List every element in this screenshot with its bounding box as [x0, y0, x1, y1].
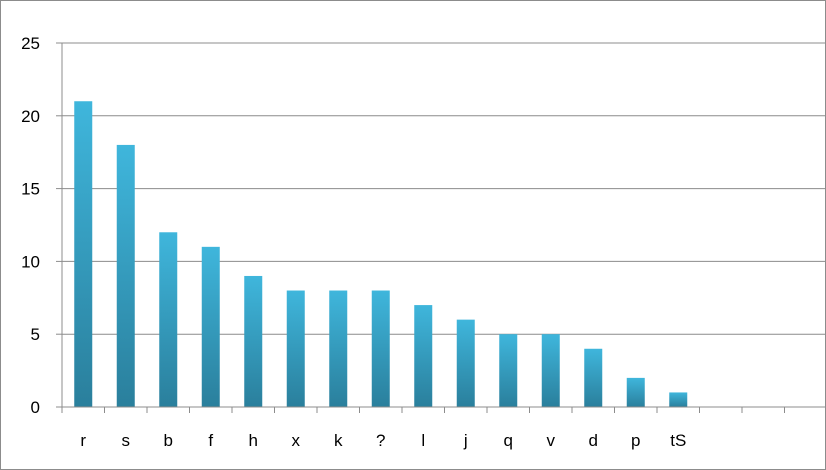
bar-j — [456, 319, 475, 407]
bar-f — [201, 246, 220, 407]
bar-tS — [669, 392, 688, 407]
bar-? — [371, 290, 390, 407]
bar-d — [584, 348, 603, 407]
y-tick-label: 20 — [21, 107, 40, 126]
x-tick-label: ? — [376, 431, 385, 450]
axes — [56, 42, 826, 413]
x-tick-label: r — [80, 431, 86, 450]
y-tick-label: 25 — [21, 34, 40, 53]
x-tick-label: h — [249, 431, 258, 450]
x-tick-label: d — [589, 431, 598, 450]
x-tick-label: b — [164, 431, 173, 450]
bar-k — [329, 290, 348, 407]
bar-s — [116, 144, 135, 408]
x-tick-label: s — [122, 431, 131, 450]
bar-v — [541, 334, 560, 407]
bar-x — [286, 290, 305, 407]
x-tick-label: p — [631, 431, 640, 450]
x-tick-label: f — [208, 431, 213, 450]
bar-q — [499, 334, 518, 407]
x-tick-label: q — [504, 431, 513, 450]
bar-l — [414, 305, 433, 407]
y-tick-label: 10 — [21, 252, 40, 271]
tick-labels: 0 5 10 15 20 25 r s b f h x k? l j q v d p tS — [21, 34, 686, 450]
y-tick-label: 5 — [31, 325, 40, 344]
x-tick-label: x — [292, 431, 301, 450]
bar-p — [626, 377, 645, 407]
y-tick-label: 15 — [21, 180, 40, 199]
bar-h — [244, 275, 263, 407]
y-tick-label: 0 — [31, 398, 40, 417]
grid-lines — [62, 42, 826, 335]
bars — [74, 101, 688, 408]
x-tick-label: j — [463, 431, 468, 450]
x-tick-label: v — [547, 431, 556, 450]
bar-r — [74, 101, 93, 408]
bar-b — [159, 232, 178, 407]
x-tick-label: k — [334, 431, 343, 450]
x-tick-label: tS — [670, 431, 686, 450]
x-tick-label: l — [421, 431, 425, 450]
